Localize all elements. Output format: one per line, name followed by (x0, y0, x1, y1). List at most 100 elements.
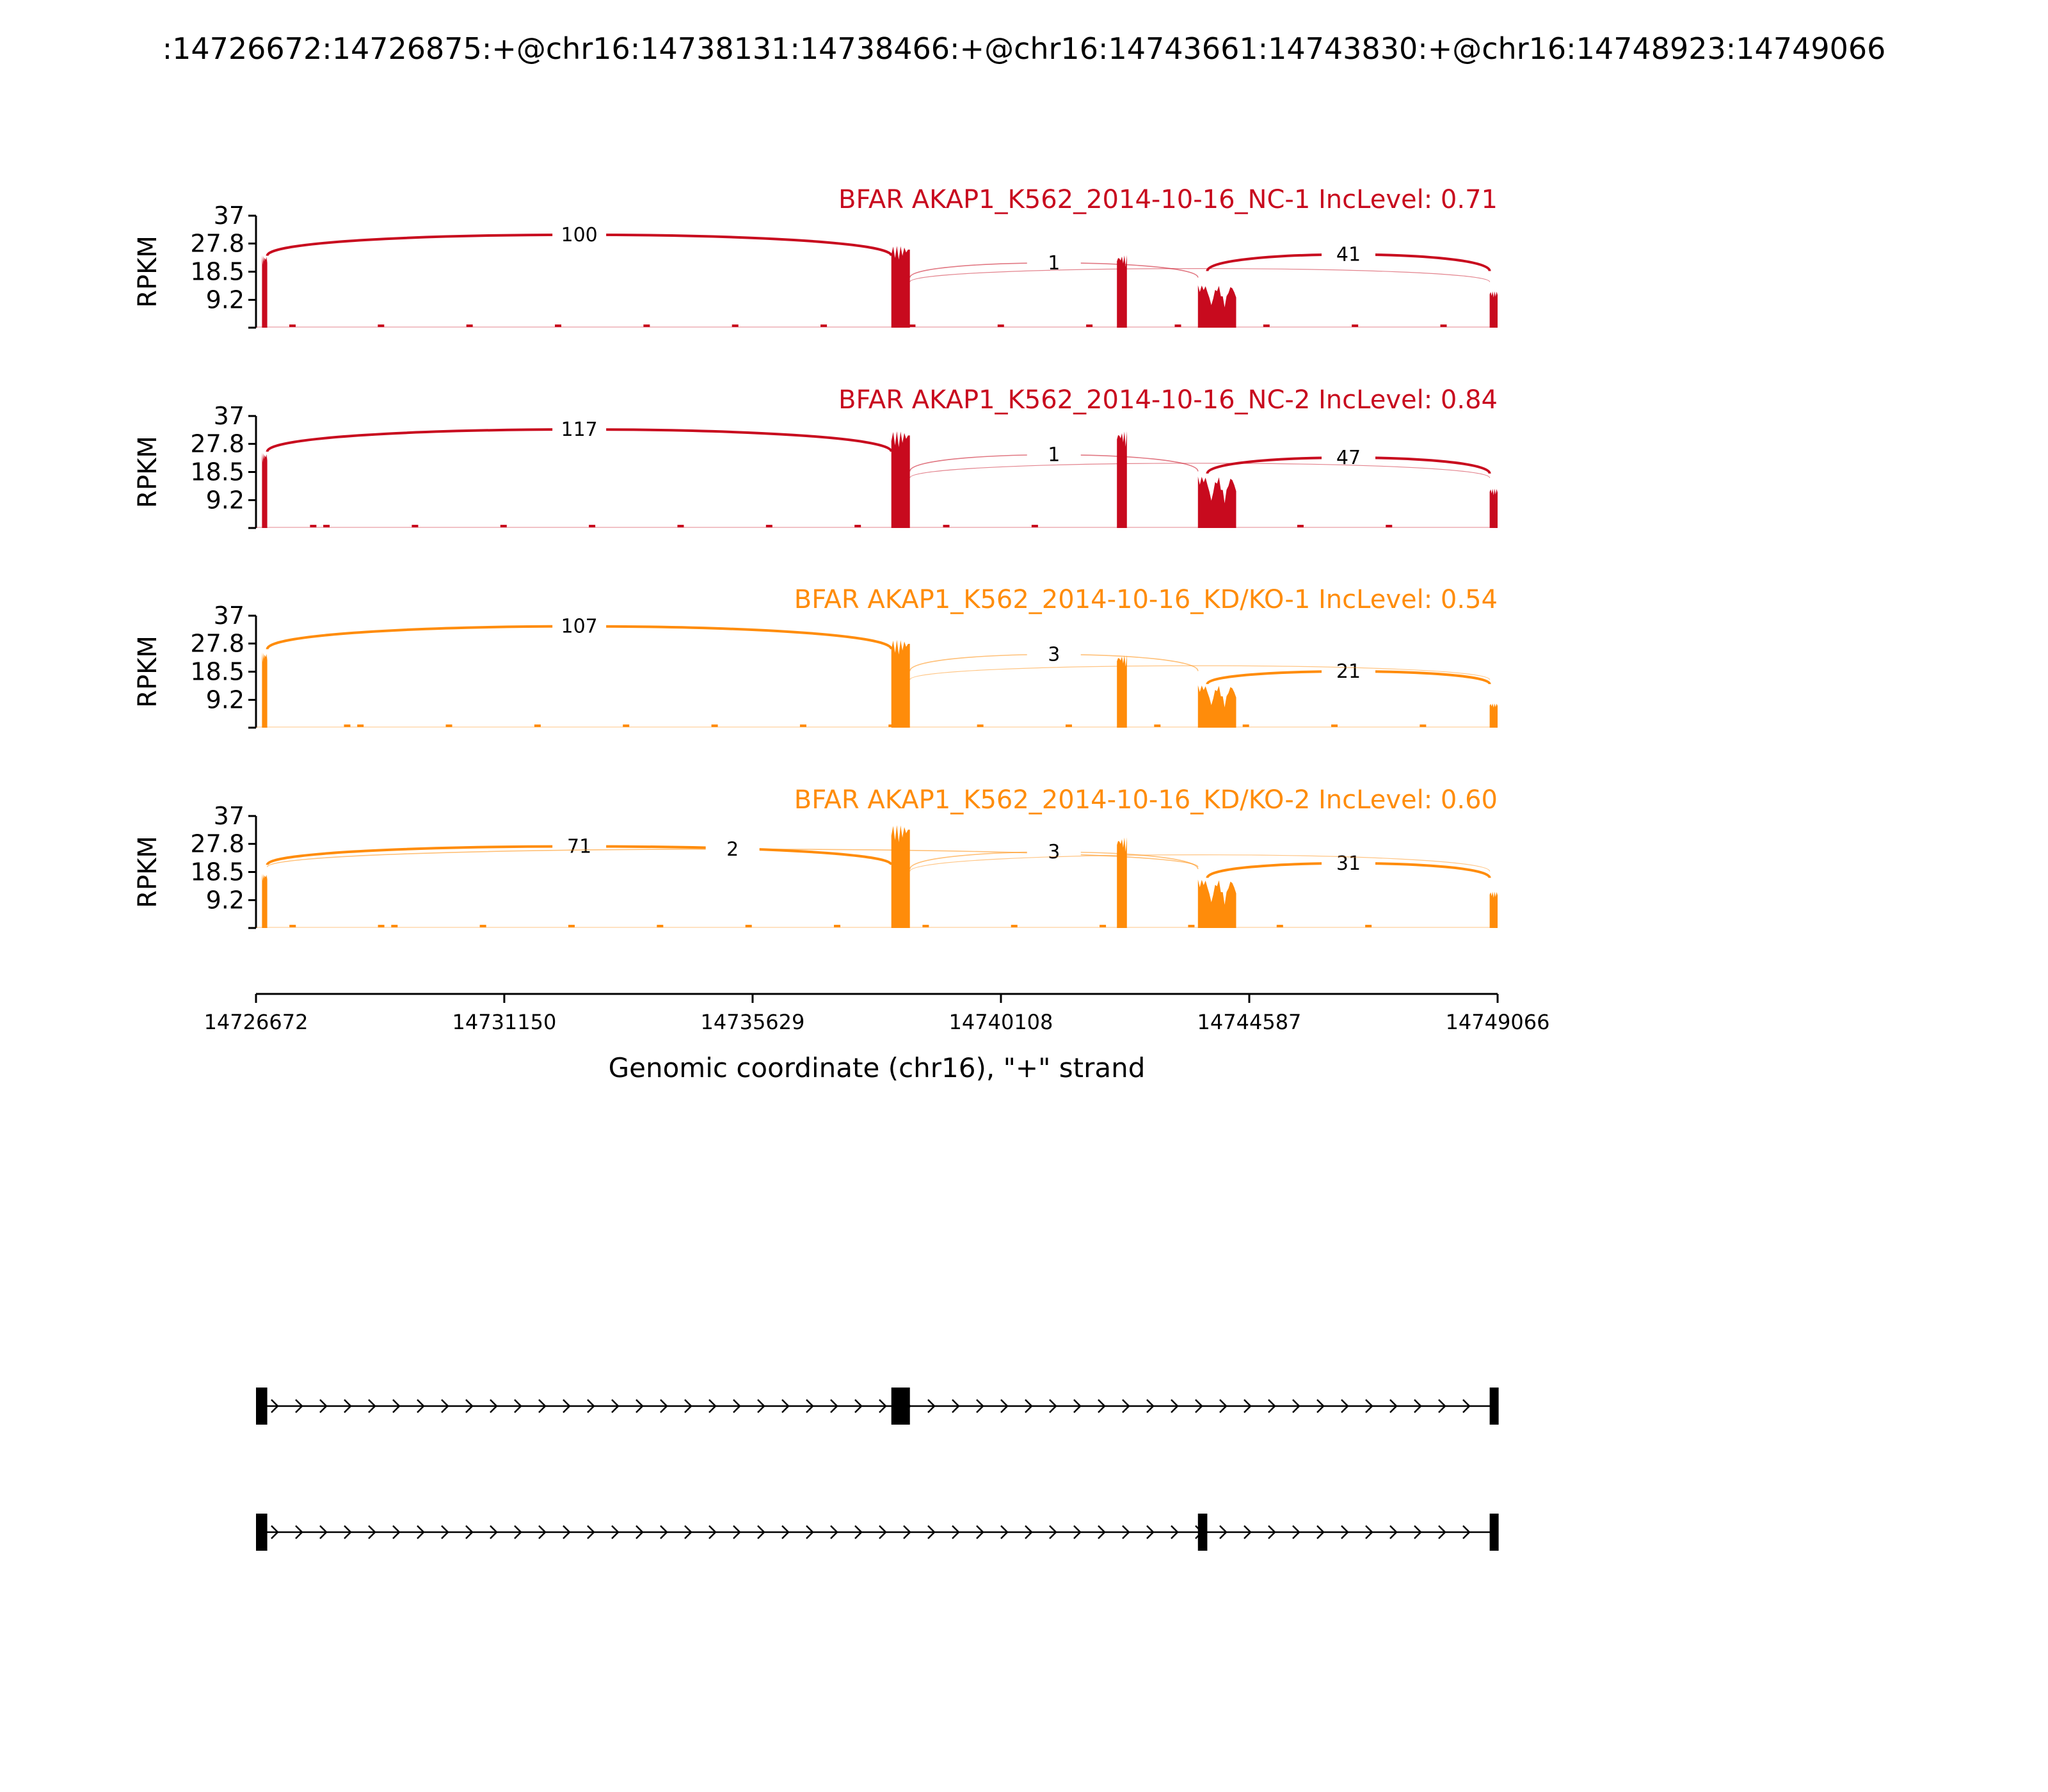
track-title: BFAR AKAP1_K562_2014-10-16_KD/KO-1 IncLe… (794, 585, 1498, 614)
strand-chevron (1365, 1525, 1373, 1539)
coverage-noise (378, 324, 385, 327)
figure-title: :14726672:14726875:+@chr16:14738131:1473… (163, 31, 1886, 66)
junction-label-bg (1027, 640, 1081, 666)
strand-chevron (1341, 1399, 1349, 1413)
coverage-noise (289, 925, 296, 927)
coverage-peak (891, 246, 910, 328)
coverage-noise (1154, 724, 1161, 727)
strand-chevron (1025, 1525, 1033, 1539)
coverage-peak (1117, 655, 1127, 728)
junction-arc (909, 463, 1491, 479)
strand-chevron (830, 1399, 838, 1413)
strand-chevron (1268, 1525, 1276, 1539)
exon-block (891, 1388, 910, 1425)
junction-count: 100 (561, 224, 598, 246)
strand-chevron (1244, 1399, 1252, 1413)
strand-chevron (1438, 1525, 1446, 1539)
coverage-noise (310, 525, 317, 527)
strand-chevron (587, 1399, 595, 1413)
strand-chevron (295, 1399, 303, 1413)
strand-chevron (854, 1399, 863, 1413)
coverage-noise (1420, 724, 1427, 727)
strand-chevron (1341, 1525, 1349, 1539)
strand-chevron (1244, 1525, 1252, 1539)
y-tick-label: 37 (214, 202, 244, 230)
strand-chevron (1146, 1525, 1155, 1539)
junction-label-bg (552, 415, 607, 442)
strand-chevron (1000, 1399, 1009, 1413)
coverage-noise (344, 724, 351, 727)
junction-label-bg (1027, 838, 1081, 864)
coverage-noise (378, 925, 385, 927)
coverage-noise (357, 724, 364, 727)
coverage-noise (1386, 525, 1393, 527)
strand-chevron (417, 1525, 425, 1539)
junction-count: 2 (726, 838, 739, 861)
strand-chevron (417, 1399, 425, 1413)
coverage-peak (262, 452, 268, 528)
strand-chevron (1268, 1399, 1276, 1413)
strand-chevron (806, 1399, 814, 1413)
exon-block (256, 1388, 268, 1425)
junction-count: 47 (1336, 447, 1361, 469)
coverage-noise (1331, 724, 1338, 727)
strand-chevron (1049, 1399, 1057, 1413)
coverage-peak (1489, 291, 1498, 328)
strand-chevron (708, 1399, 717, 1413)
coverage-peak (1197, 879, 1236, 928)
strand-chevron (1122, 1399, 1130, 1413)
y-tick-label: 9.2 (206, 285, 244, 314)
strand-chevron (1389, 1525, 1398, 1539)
strand-chevron (1025, 1399, 1033, 1413)
strand-chevron (806, 1525, 814, 1539)
strand-chevron (781, 1399, 790, 1413)
strand-chevron (1098, 1399, 1106, 1413)
strand-chevron (587, 1525, 595, 1539)
strand-chevron (344, 1525, 352, 1539)
x-tick-label: 14740108 (949, 1010, 1053, 1034)
isoform-1 (256, 1388, 1499, 1425)
strand-chevron (392, 1399, 401, 1413)
strand-chevron (1219, 1399, 1228, 1413)
coverage-noise (888, 724, 895, 727)
x-tick-label: 14744587 (1197, 1010, 1302, 1034)
strand-chevron (830, 1525, 838, 1539)
coverage-peak (262, 255, 268, 328)
junction-count: 3 (1048, 841, 1060, 863)
exon-block (1489, 1514, 1499, 1551)
coverage-peak (1117, 431, 1127, 528)
coverage-noise (1188, 925, 1195, 927)
strand-chevron (344, 1399, 352, 1413)
strand-chevron (927, 1399, 936, 1413)
coverage-peak (1489, 892, 1498, 928)
coverage-noise (534, 724, 541, 727)
coverage-noise (466, 324, 473, 327)
coverage-peak (891, 825, 910, 928)
coverage-noise (765, 525, 772, 527)
coverage-noise (745, 925, 752, 927)
x-tick-label: 14749066 (1446, 1010, 1550, 1034)
y-tick-label: 9.2 (206, 685, 244, 714)
coverage-noise (922, 925, 929, 927)
coverage-noise (1031, 525, 1038, 527)
strand-chevron (441, 1525, 449, 1539)
strand-chevron (441, 1399, 449, 1413)
coverage-peak (262, 874, 268, 928)
y-axis-label: RPKM (133, 636, 163, 708)
y-axis-label: RPKM (133, 836, 163, 908)
y-tick-label: 27.8 (190, 430, 244, 458)
coverage-noise (1297, 525, 1304, 527)
strand-chevron (976, 1525, 984, 1539)
junction-label-bg (705, 835, 760, 861)
coverage-noise (820, 324, 828, 327)
coverage-noise (1365, 925, 1372, 927)
junction-label-bg (552, 832, 607, 858)
strand-chevron (465, 1399, 474, 1413)
y-axis-label: RPKM (133, 236, 163, 308)
strand-chevron (538, 1525, 547, 1539)
coverage-noise (445, 724, 452, 727)
junction-count: 117 (561, 419, 598, 441)
